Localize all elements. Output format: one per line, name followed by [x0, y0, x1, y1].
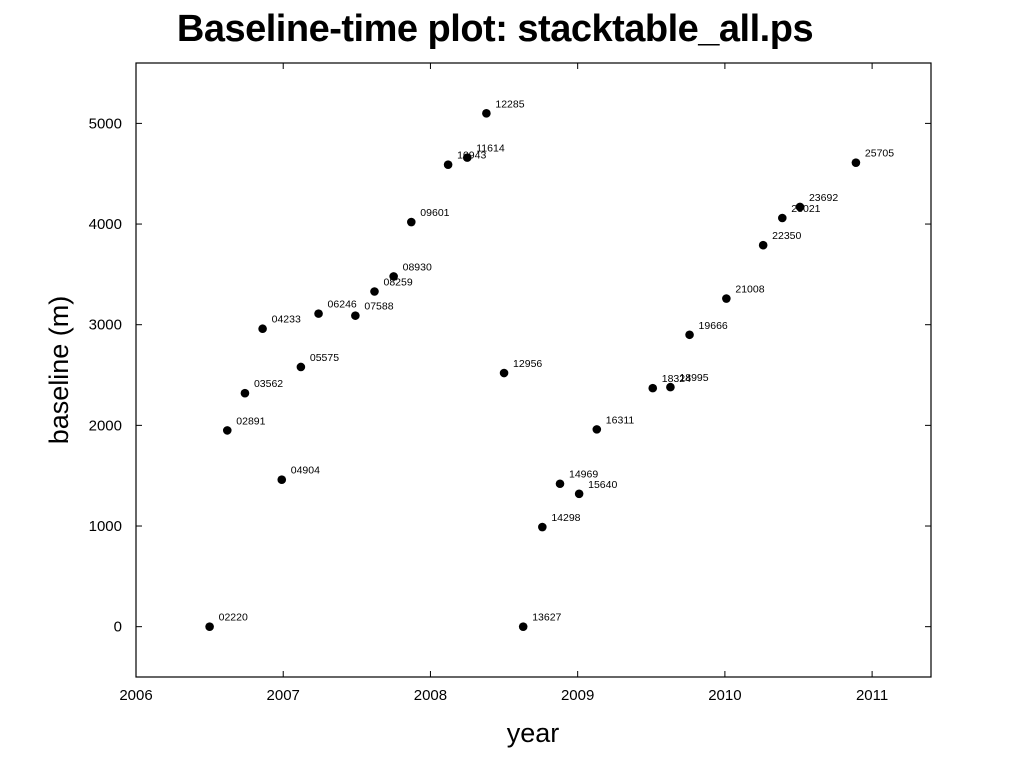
y-tick-label: 0 [114, 619, 122, 636]
data-point [205, 622, 214, 631]
data-point [795, 202, 805, 212]
x-tick-label: 2007 [267, 687, 300, 704]
data-point-label: 02220 [219, 612, 248, 624]
data-point [648, 383, 658, 393]
data-point [482, 109, 491, 118]
axis-ticks: 2006 2007 2008 2009 2010 2011 0 1000 2000 3000 400… [89, 63, 931, 704]
data-point [314, 309, 323, 318]
x-tick-label: 2006 [119, 687, 152, 704]
data-point [592, 425, 602, 434]
data-point [277, 475, 287, 485]
data-points: 02220 02891 03562 04233 04904 05575 06246 07588… [205, 98, 894, 631]
data-point-label: 07588 [364, 301, 393, 313]
data-point-label: 21008 [735, 284, 764, 296]
data-point-label: 08259 [384, 276, 413, 288]
x-tick-label: 2009 [561, 687, 594, 704]
data-point-label: 12285 [495, 98, 524, 110]
data-point-label: 04904 [291, 465, 320, 477]
x-tick-label: 2011 [856, 687, 888, 704]
data-point [555, 479, 565, 489]
data-point-label: 19666 [699, 320, 728, 332]
data-point [351, 311, 360, 320]
data-point-label: 23021 [791, 203, 820, 215]
data-point-label: 05575 [310, 352, 339, 364]
data-point-label: 25705 [865, 148, 894, 160]
data-point [499, 368, 509, 378]
data-point [778, 213, 787, 223]
data-point [685, 330, 694, 340]
data-point [462, 153, 472, 162]
data-point-label: 14969 [569, 469, 598, 481]
data-point-label: 23692 [809, 192, 838, 204]
data-point-label: 04233 [272, 314, 301, 326]
data-point-label: 11614 [476, 143, 505, 155]
data-point [240, 388, 250, 398]
data-point-label: 09601 [420, 207, 449, 219]
plot-frame [135, 62, 932, 678]
data-point-label: 02891 [236, 415, 265, 427]
data-point [758, 240, 768, 250]
data-point [851, 158, 861, 167]
data-point-label: 18324 [662, 373, 691, 385]
x-tick-label: 2008 [414, 687, 447, 704]
data-point [296, 362, 306, 372]
y-tick-label: 3000 [89, 317, 122, 334]
data-point-label: 08930 [403, 261, 432, 273]
data-point-label: 03562 [254, 378, 283, 390]
data-point [666, 382, 675, 392]
data-point-label: 18995 [679, 372, 708, 384]
y-tick-label: 4000 [89, 216, 122, 233]
data-point-label: 06246 [328, 299, 357, 311]
data-point-label: 14298 [551, 512, 580, 524]
x-axis-label: year [507, 718, 560, 748]
y-axis-label: baseline (m) [44, 296, 74, 445]
data-point [370, 287, 379, 296]
data-point [443, 160, 453, 169]
y-tick-label: 1000 [89, 518, 122, 535]
data-point-label: 12956 [513, 358, 542, 370]
data-point [518, 622, 528, 631]
data-point-label: 22350 [772, 230, 801, 242]
data-point [722, 294, 731, 303]
data-point-label: 16311 [606, 414, 635, 426]
data-point-label: 15640 [588, 479, 617, 491]
data-point [222, 426, 232, 435]
y-tick-label: 5000 [89, 115, 122, 132]
y-tick-label: 2000 [89, 417, 122, 434]
data-point [258, 324, 267, 334]
slide-title: Baseline-time plot: stacktable_all.ps [176, 8, 814, 50]
x-tick-label: 2010 [708, 687, 741, 704]
data-point-label: 13627 [532, 612, 561, 624]
data-point [574, 489, 584, 499]
data-point [389, 272, 398, 281]
data-point [407, 217, 416, 227]
data-point [538, 522, 547, 532]
